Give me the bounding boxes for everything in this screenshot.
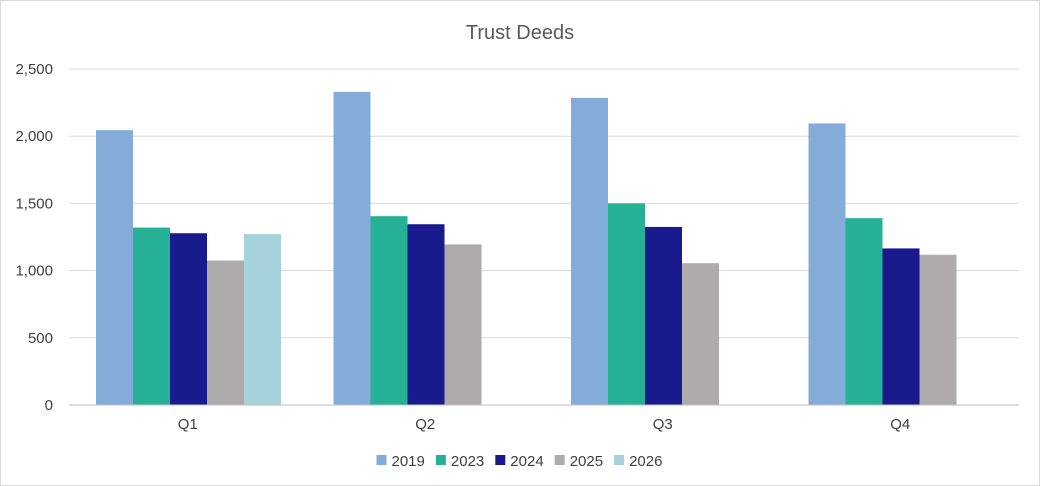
- bar-q4-2024: [882, 248, 920, 405]
- y-tick-label: 2,000: [15, 128, 53, 145]
- y-tick-label: 500: [28, 330, 53, 347]
- legend-swatch-2026: [614, 455, 625, 465]
- bars: [96, 91, 957, 406]
- legend-swatch-2024: [495, 455, 506, 465]
- bar-q2-2023: [370, 216, 408, 405]
- legend: 2019 2023 2024 2025 2026: [376, 453, 662, 470]
- y-axis-ticks: 0 500 1,000 1,500 2,000 2,500: [15, 61, 53, 414]
- bar-q4-2025: [919, 254, 957, 405]
- y-tick-label: 2,500: [15, 61, 53, 78]
- legend-label-2025: 2025: [570, 453, 603, 470]
- legend-swatch-2023: [435, 455, 446, 465]
- x-tick-label: Q1: [178, 416, 198, 433]
- legend-swatch-2025: [554, 455, 565, 465]
- bar-q3-2024: [645, 226, 682, 405]
- bar-q3-2019: [571, 97, 608, 406]
- legend-label-2023: 2023: [451, 453, 484, 470]
- legend-swatch-2019: [376, 455, 387, 465]
- bar-q1-2025: [207, 260, 244, 405]
- y-tick-label: 1,000: [15, 263, 53, 280]
- x-tick-label: Q3: [653, 416, 673, 433]
- y-tick-label: 0: [45, 397, 53, 414]
- bar-q3-2025: [682, 263, 719, 405]
- x-tick-label: Q4: [890, 416, 910, 433]
- bar-q4-2023: [845, 218, 883, 405]
- bar-q1-2023: [133, 227, 170, 405]
- legend-label-2026: 2026: [629, 453, 662, 470]
- bar-q1-2026: [244, 234, 281, 405]
- bar-q4-2019: [808, 123, 846, 405]
- x-axis-ticks: Q1 Q2 Q3 Q4: [178, 416, 911, 433]
- bar-q2-2025: [444, 244, 482, 405]
- bar-q2-2024: [407, 224, 445, 405]
- bar-q1-2019: [96, 130, 133, 406]
- bar-q1-2024: [170, 233, 207, 405]
- x-tick-label: Q2: [415, 416, 435, 433]
- chart-title: Trust Deeds: [466, 22, 574, 44]
- y-tick-label: 1,500: [15, 195, 53, 212]
- legend-label-2019: 2019: [392, 453, 425, 470]
- legend-label-2024: 2024: [510, 453, 543, 470]
- bar-q2-2019: [333, 91, 371, 406]
- bar-q3-2023: [608, 203, 645, 405]
